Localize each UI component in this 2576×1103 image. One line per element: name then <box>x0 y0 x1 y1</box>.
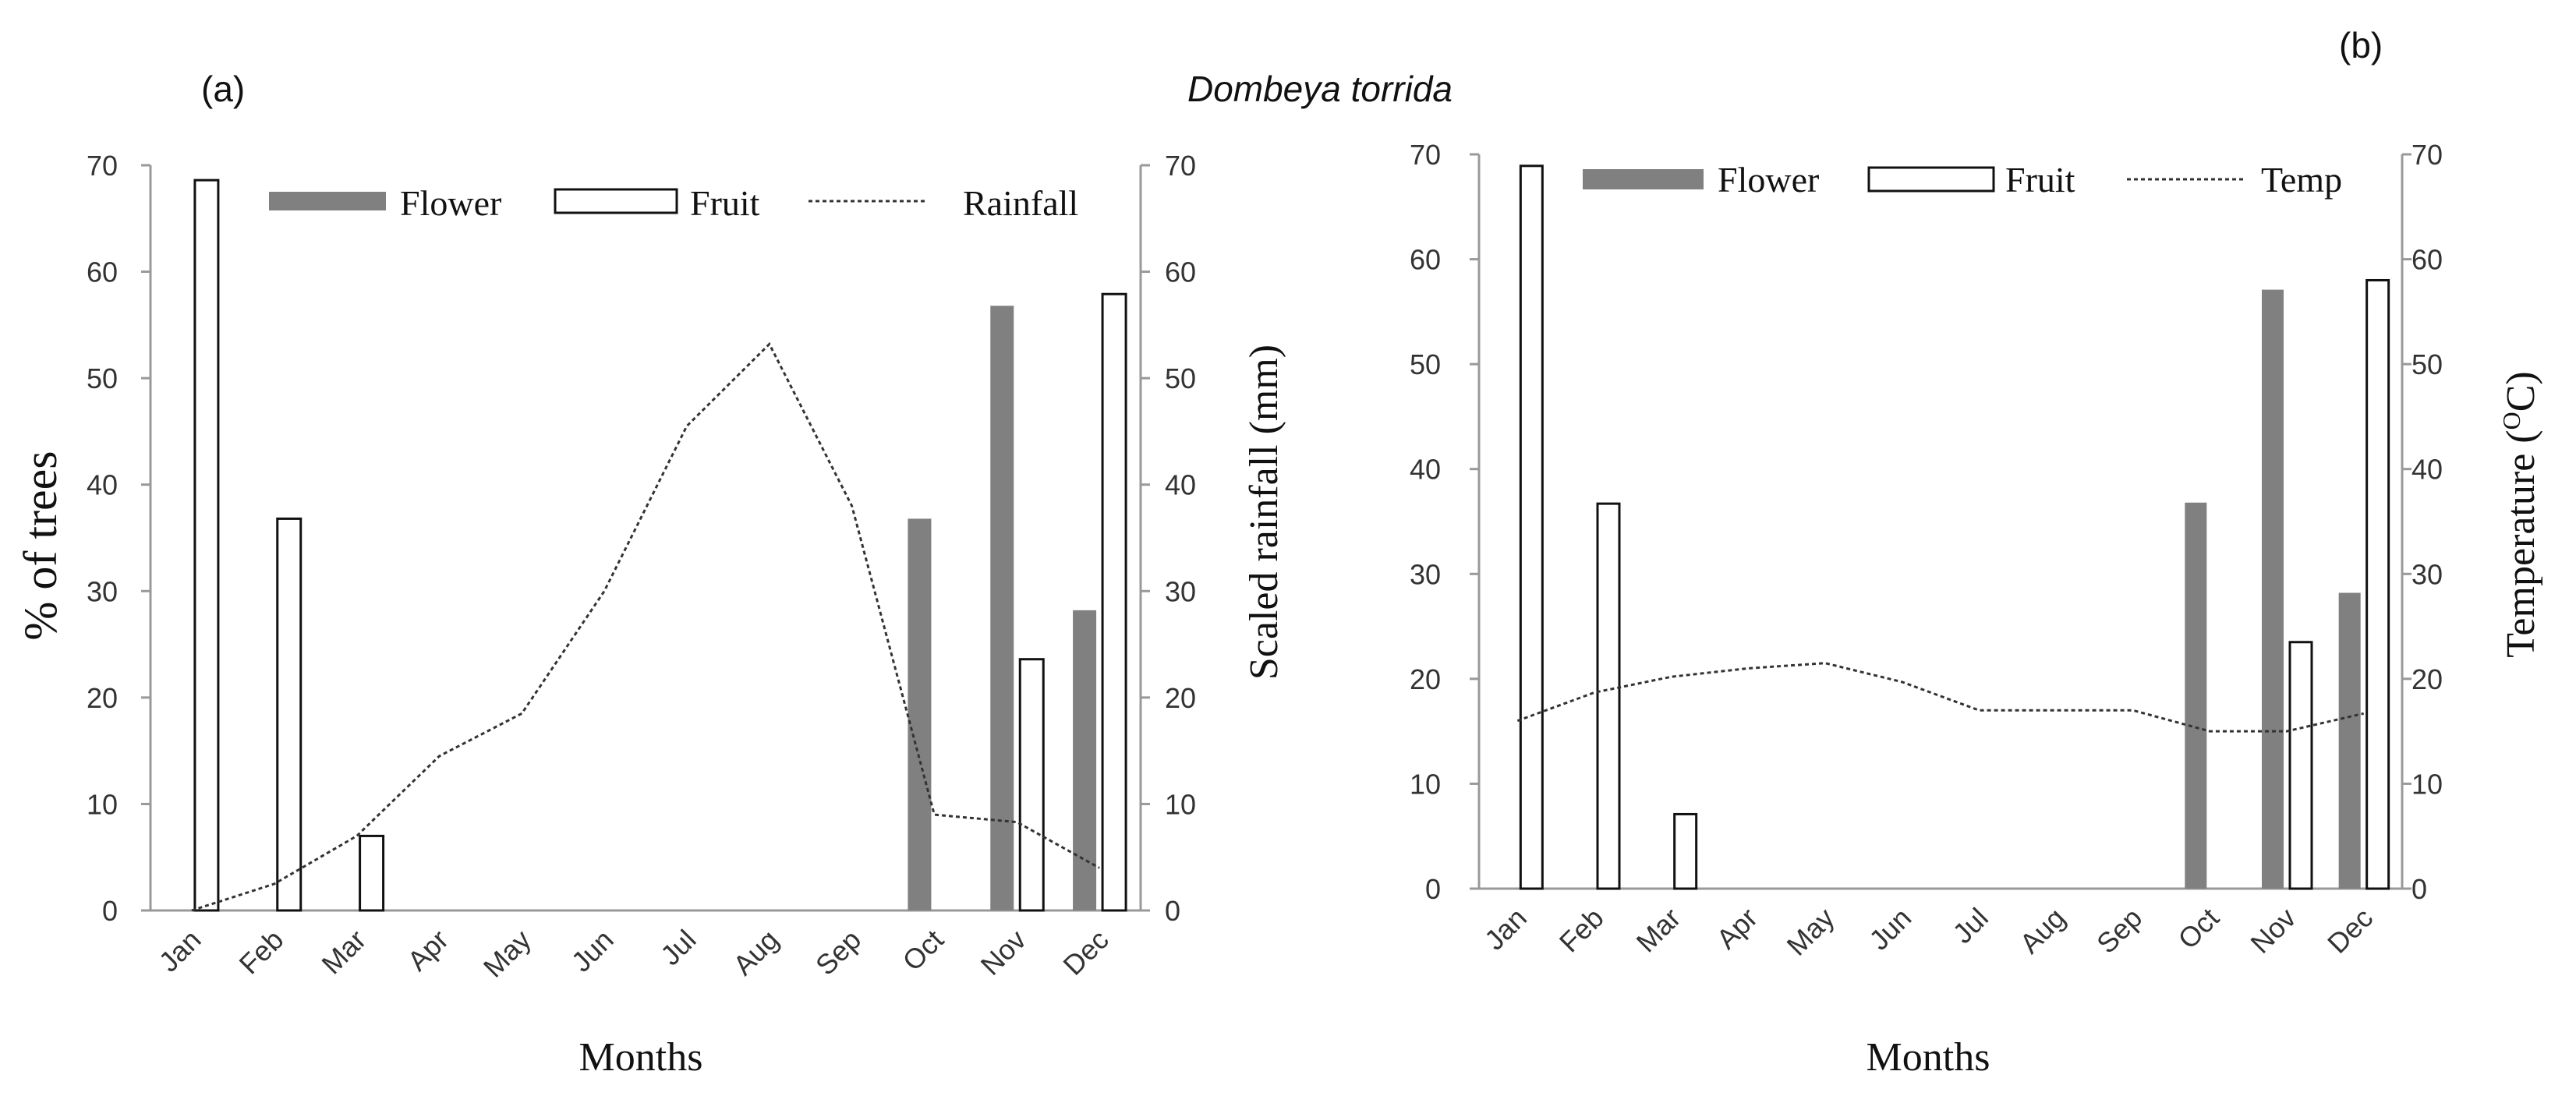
legend-b-fruit-label: Fruit <box>2005 160 2075 200</box>
bar-fruit-a-mar <box>359 834 385 912</box>
bar-flower-b-oct <box>2185 502 2207 889</box>
panel-label-b: (b) <box>2339 25 2383 65</box>
y2-tick-label-b: 50 <box>2411 348 2443 380</box>
y2-tick-label-b: 40 <box>2411 454 2443 486</box>
y2-tick-label-a: 60 <box>1165 256 1196 288</box>
y-axis-title-a: % of trees <box>15 451 66 640</box>
y2-axis-title-b-sup: O <box>2497 412 2525 430</box>
legend-b: Flower Fruit Temp <box>1583 160 2342 200</box>
legend-b-fruit-swatch <box>1867 166 1995 193</box>
y2-tick-label-a: 40 <box>1165 469 1196 501</box>
legend-a-flower-swatch <box>269 192 386 210</box>
y-tick-label-b: 40 <box>1410 454 1441 486</box>
y2-tick-label-a: 30 <box>1165 575 1196 607</box>
bar-fruit-a-nov <box>1018 658 1045 912</box>
bar-flower-b-dec <box>2338 592 2361 889</box>
y-tick-label-a: 70 <box>87 150 118 182</box>
figure-title: Dombeya torrida <box>1187 69 1453 109</box>
y2-tick-label-a: 0 <box>1165 895 1180 927</box>
bar-flower-b-nov <box>2262 289 2284 889</box>
bar-flower-a-nov <box>990 306 1014 910</box>
y2-axis-title-b: Temperature (OC) <box>2497 371 2543 657</box>
y2-axis-title-a: Scaled rainfall (mm) <box>1242 345 1286 680</box>
y2-tick-label-b: 60 <box>2411 244 2443 276</box>
y-tick-label-a: 0 <box>102 895 118 927</box>
bar-fruit-a-dec <box>1101 292 1127 912</box>
legend-a-rainfall-label: Rainfall <box>963 183 1078 223</box>
line-temp-b <box>1516 662 2365 733</box>
y2-tick-label-a: 20 <box>1165 682 1196 714</box>
y-tick-label-a: 50 <box>87 362 118 394</box>
bar-fruit-b-dec <box>2365 278 2390 890</box>
y-tick-label-a: 30 <box>87 575 118 607</box>
y2-axis-title-b-main: Temperature ( <box>2499 430 2543 657</box>
y-tick-label-b: 60 <box>1410 244 1441 276</box>
bar-fruit-b-jan <box>1519 164 1544 890</box>
legend-a-flower-label: Flower <box>400 183 501 223</box>
x-axis-title-a: Months <box>579 1035 703 1080</box>
y2-tick-label-a: 10 <box>1165 788 1196 820</box>
y2-tick-label-b: 10 <box>2411 768 2443 800</box>
y-tick-label-b: 10 <box>1410 768 1441 800</box>
x-axis-title-b: Months <box>1867 1035 1990 1080</box>
y2-tick-label-b: 30 <box>2411 558 2443 590</box>
y2-axis-title-b-tail: C) <box>2499 371 2543 412</box>
y-tick-label-b: 0 <box>1425 873 1441 905</box>
y2-tick-label-a: 50 <box>1165 362 1196 394</box>
y-tick-label-a: 40 <box>87 469 118 501</box>
legend-b-temp-label: Temp <box>2261 160 2342 200</box>
bar-fruit-b-nov <box>2288 641 2313 890</box>
y2-tick-label-b: 70 <box>2411 139 2443 171</box>
bar-fruit-b-mar <box>1673 812 1698 890</box>
bar-flower-a-oct <box>908 518 932 910</box>
legend-a-fruit-label: Fruit <box>690 183 760 223</box>
y2-tick-label-b: 20 <box>2411 663 2443 695</box>
legend-b-flower-swatch <box>1583 169 1704 189</box>
y2-tick-label-a: 70 <box>1165 150 1196 182</box>
y-tick-label-b: 20 <box>1410 663 1441 695</box>
bar-fruit-b-feb <box>1596 502 1621 890</box>
panel-label-a: (a) <box>201 69 245 109</box>
legend-a: Flower Fruit Rainfall <box>269 183 1078 223</box>
bar-flower-a-dec <box>1073 610 1097 910</box>
legend-a-fruit-swatch <box>554 188 678 214</box>
bar-fruit-a-jan <box>193 179 220 912</box>
legend-b-flower-label: Flower <box>1718 160 1819 200</box>
bar-fruit-a-feb <box>276 517 303 912</box>
y-tick-label-b: 70 <box>1410 139 1441 171</box>
y-tick-label-a: 20 <box>87 682 118 714</box>
y2-tick-label-b: 0 <box>2411 873 2427 905</box>
y-tick-label-b: 50 <box>1410 348 1441 380</box>
y-tick-label-a: 10 <box>87 788 118 820</box>
y-tick-label-a: 60 <box>87 256 118 288</box>
y-tick-label-b: 30 <box>1410 558 1441 590</box>
